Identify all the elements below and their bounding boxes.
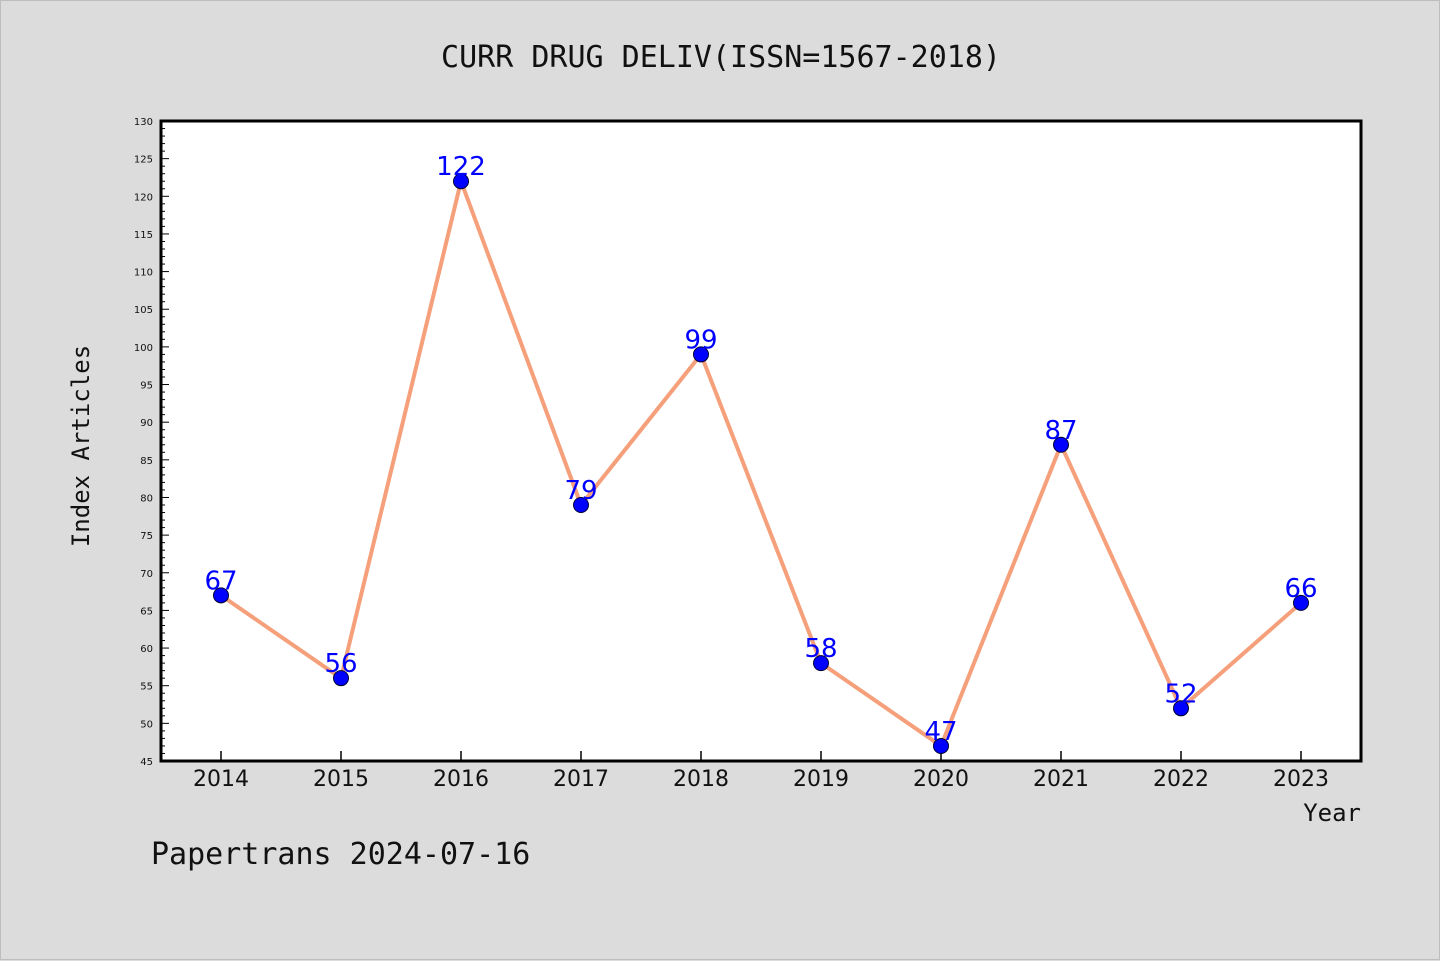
data-label: 56 bbox=[324, 649, 357, 679]
x-tick-label: 2015 bbox=[313, 767, 369, 792]
x-tick-label: 2019 bbox=[793, 767, 849, 792]
x-tick-label: 2021 bbox=[1033, 767, 1089, 792]
x-tick-label: 2022 bbox=[1153, 767, 1209, 792]
y-tick-label: 100 bbox=[134, 343, 153, 354]
data-label: 66 bbox=[1284, 574, 1317, 604]
y-tick-label: 65 bbox=[140, 606, 153, 617]
data-point bbox=[693, 346, 709, 363]
y-tick-label: 105 bbox=[134, 305, 153, 316]
data-point bbox=[333, 670, 349, 687]
data-label: 87 bbox=[1044, 416, 1077, 446]
x-tick-label: 2014 bbox=[193, 767, 249, 792]
y-tick-label: 75 bbox=[140, 531, 153, 542]
y-tick-label: 90 bbox=[140, 418, 153, 429]
data-label: 58 bbox=[804, 634, 837, 664]
data-label: 79 bbox=[564, 476, 597, 506]
y-tick-label: 130 bbox=[134, 117, 153, 128]
x-tick-label: 2018 bbox=[673, 767, 729, 792]
y-tick-label: 70 bbox=[140, 569, 153, 580]
y-tick-label: 80 bbox=[140, 493, 153, 504]
data-point bbox=[1293, 594, 1309, 611]
series-layer: 67 56 122 79 99 58 47 87 52 66 bbox=[204, 152, 1318, 754]
data-point bbox=[213, 587, 229, 604]
y-tick-label: 55 bbox=[140, 682, 153, 693]
data-label: 122 bbox=[436, 152, 486, 182]
series-line bbox=[219, 179, 1303, 748]
y-tick-label: 115 bbox=[134, 230, 153, 241]
x-axis: 2014 2015 2016 2017 2018 2019 2020 2021 2022 2023 bbox=[193, 751, 1329, 792]
y-tick-label: 125 bbox=[134, 155, 153, 166]
data-point bbox=[453, 173, 469, 190]
y-tick-label: 50 bbox=[140, 719, 153, 730]
y-axis-title: Index Articles bbox=[67, 345, 95, 547]
data-point bbox=[1053, 436, 1069, 453]
data-point bbox=[573, 497, 589, 513]
y-tick-label: 110 bbox=[134, 268, 153, 279]
data-label: 47 bbox=[924, 717, 957, 747]
x-tick-label: 2023 bbox=[1273, 767, 1329, 792]
x-tick-label: 2017 bbox=[553, 767, 609, 792]
footer-watermark: Papertrans 2024-07-16 bbox=[151, 837, 530, 872]
plot-area bbox=[159, 119, 1363, 763]
data-label: 99 bbox=[684, 325, 717, 355]
data-label: 67 bbox=[204, 566, 237, 596]
x-tick-label: 2016 bbox=[433, 767, 489, 792]
data-label: 52 bbox=[1164, 679, 1197, 709]
data-point bbox=[933, 737, 949, 754]
data-point bbox=[1173, 700, 1189, 717]
y-tick-label: 120 bbox=[134, 192, 153, 203]
x-tick-label: 2020 bbox=[913, 767, 969, 792]
y-axis: 45 50 55 60 65 70 75 80 85 90 95 100 105 110 115 120 125… bbox=[134, 117, 169, 768]
y-tick-label: 95 bbox=[140, 381, 153, 392]
y-tick-label: 60 bbox=[140, 644, 153, 655]
chart-title: CURR DRUG DELIV(ISSN=1567-2018) bbox=[441, 40, 1001, 75]
data-point bbox=[813, 655, 829, 672]
y-tick-label: 45 bbox=[140, 757, 153, 768]
x-axis-title: Year bbox=[1303, 799, 1361, 827]
y-tick-label: 85 bbox=[140, 456, 153, 467]
